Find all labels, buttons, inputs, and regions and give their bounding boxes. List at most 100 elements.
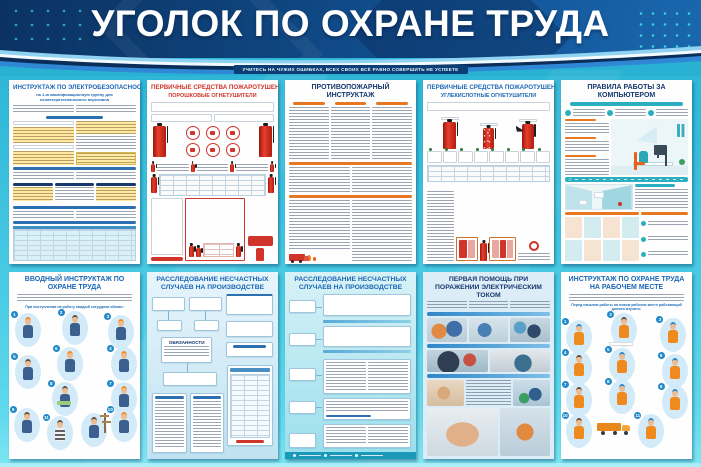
usage-steps-strip: [151, 162, 277, 172]
rescue-row: [427, 318, 551, 343]
icon-strip: [565, 108, 689, 117]
flame-icon: [307, 255, 311, 261]
column: [330, 102, 371, 160]
room-rules-header: [634, 184, 675, 188]
file-boxes-icon: [677, 123, 687, 137]
label-box: [13, 120, 74, 125]
intro-text: [427, 301, 550, 311]
section-bar: [427, 312, 550, 317]
caution-bar: ⚠: [565, 177, 688, 183]
step-figure: 7: [561, 380, 592, 417]
column-header: [334, 102, 367, 105]
poster-title: ПРАВИЛА РАБОТЫ ЗА КОМПЬЮТЕРОМ: [587, 84, 666, 100]
marker-dot: [618, 201, 623, 206]
text-lines: [326, 426, 367, 445]
eye-row: [640, 217, 688, 230]
section-gradient-bar: [323, 319, 411, 323]
workstation-illustration: [611, 119, 688, 176]
text-lines: [13, 210, 74, 219]
rule-header: [565, 137, 596, 140]
connector: [316, 407, 323, 409]
text-lines: [75, 135, 136, 150]
exercise-tile: [565, 217, 582, 239]
step-number-badge: 4: [106, 344, 114, 352]
list-box: [190, 392, 224, 453]
text-lines: [236, 163, 269, 172]
poster-introductory-briefing: ВВОДНЫЙ ИНСТРУКТАЖ ПО ОХРАНЕ ТРУДА При п…: [9, 272, 140, 459]
cabinet-content: [467, 240, 476, 258]
worker-figure-icon: [666, 322, 680, 348]
poster-accident-investigation-procedure: РАССЛЕДОВАНИЕ НЕСЧАСТНЫХ СЛУЧАЕВ НА ПРОИ…: [285, 272, 416, 459]
poster-title: РАССЛЕДОВАНИЕ НЕСЧАСТНЫХ СЛУЧАЕВ НА ПРОИ…: [294, 276, 407, 291]
list-header: [193, 395, 221, 399]
flow-box-wide: [226, 293, 273, 315]
exercise-tile: [621, 217, 639, 239]
rules-block: [289, 167, 412, 194]
type-item: [515, 118, 537, 149]
text-lines: [647, 251, 688, 258]
poster-fire-safety-briefing: ПРОТИВОПОЖАРНЫЙ ИНСТРУКТАЖ: [285, 80, 416, 264]
cpr-illustration: [513, 380, 550, 407]
detail-circle-icon: [225, 143, 240, 158]
text-lines: [13, 171, 74, 181]
figure-at-signpost: [81, 413, 108, 448]
cabinet-content: [499, 240, 506, 258]
blue-label: [326, 414, 372, 418]
poster-accident-investigation-duties: РАССЛЕДОВАНИЕ НЕСЧАСТНЫХ СЛУЧАЕВ НА ПРОИ…: [147, 272, 278, 459]
extinguisher-types: [427, 113, 550, 149]
stage-label-box: [289, 433, 317, 448]
step-number-badge: 9: [9, 405, 17, 413]
exercise-tile: [565, 240, 582, 261]
text-lines: [647, 236, 688, 243]
table-header-row: [13, 225, 136, 229]
documents-panel: [323, 397, 411, 421]
connector: [316, 339, 323, 341]
procedure-panel: [323, 293, 411, 317]
worker-figure-icon: [615, 352, 629, 378]
worker-figure-icon: [668, 389, 682, 415]
column-header: [292, 102, 325, 105]
web-icon: [355, 454, 358, 457]
step-figure: 10: [106, 405, 137, 442]
mini-extinguisher-icon: [235, 246, 243, 257]
flow-box: [226, 321, 273, 338]
worker-figure-icon: [21, 317, 35, 343]
column: [289, 102, 329, 160]
text-lines: [368, 361, 408, 392]
truck-wheel: [299, 260, 302, 263]
connector: [186, 363, 188, 372]
exercise-grid: [565, 217, 639, 261]
step-figure: 2: [607, 310, 638, 347]
column: [96, 182, 136, 204]
text-lines: [13, 104, 74, 114]
signpost-arm: [100, 415, 110, 418]
step-tile: [427, 150, 442, 163]
poster-title: ПЕРВИЧНЫЕ СРЕДСТВА ПОЖАРОТУШЕНИЯ: [427, 84, 554, 91]
cabinet-content: [492, 240, 499, 258]
step-tile: [489, 150, 504, 163]
text-lines: [163, 346, 210, 359]
eye-icon: [640, 236, 646, 242]
flame-icon: [313, 257, 316, 261]
co2-extinguisher-with-horn-icon: [515, 123, 536, 149]
worker-figure-icon: [617, 317, 631, 343]
column: [13, 182, 53, 204]
stand-column: [247, 198, 274, 261]
truck-wheel: [623, 430, 628, 435]
duties-box: ОБЯЗАННОСТИ: [160, 337, 213, 364]
detail-circle-icon: [185, 143, 200, 158]
yellow-text-block: [13, 126, 74, 143]
step-number-badge: 6: [657, 351, 665, 359]
step-number-badge: 6: [52, 344, 60, 352]
text-lines: [368, 426, 408, 445]
step-figure: 1: [10, 311, 41, 348]
truck-bed: [596, 422, 621, 431]
room-section: [565, 184, 688, 211]
text-lines: [157, 163, 189, 172]
step-number-badge: 3: [656, 316, 664, 324]
worker-figure-icon: [572, 418, 586, 444]
yellow-blocks: [13, 120, 136, 165]
table-footnote: [236, 440, 264, 444]
intro-text: [16, 294, 133, 304]
truck-wheel: [291, 260, 294, 263]
